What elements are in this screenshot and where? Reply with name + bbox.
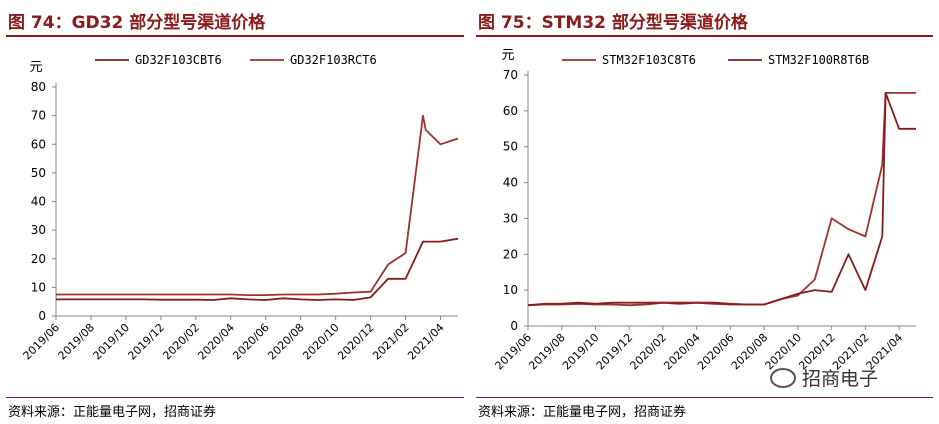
x-tick-label: 2020/02 bbox=[160, 321, 202, 363]
wechat-icon bbox=[770, 367, 796, 388]
source-note: 资料来源：正能量电子网，招商证券 bbox=[8, 405, 217, 420]
y-tick-label: 10 bbox=[503, 283, 518, 297]
x-tick-label: 2019/08 bbox=[56, 321, 98, 363]
legend-label: GD32F103RCT6 bbox=[290, 53, 377, 67]
y-tick-label: 60 bbox=[31, 137, 46, 151]
title-rule bbox=[476, 35, 933, 37]
gd32-price-chart: 元010203040506070802019/062019/082019/102… bbox=[21, 53, 459, 363]
legend-label: STM32F100R8T6B bbox=[768, 53, 869, 67]
y-tick-label: 0 bbox=[38, 309, 46, 323]
y-tick-label: 20 bbox=[31, 252, 46, 266]
y-tick-label: 70 bbox=[31, 109, 46, 123]
series-line-gd32f103cbt6 bbox=[56, 237, 459, 301]
x-tick-label: 2019/06 bbox=[21, 321, 63, 363]
x-tick-label: 2021/02 bbox=[370, 321, 412, 363]
chart-panel-stm32: 图 75：STM32 部分型号渠道价格 元 0 10 20 30 40 50 60 70 2019… bbox=[470, 0, 939, 424]
x-tick-label: 2021/04 bbox=[405, 321, 447, 363]
x-tick-label: 2020/02 bbox=[628, 331, 670, 373]
y-tick-label: 70 bbox=[503, 68, 518, 82]
y-tick-label: 50 bbox=[31, 166, 46, 180]
source-note: 资料来源：正能量电子网，招商证券 bbox=[478, 405, 687, 420]
series-line-stm32f100r8t6b bbox=[527, 92, 916, 307]
x-tick-label: 2020/04 bbox=[661, 331, 703, 373]
legend-label: GD32F103CBT6 bbox=[135, 53, 222, 67]
title-rule bbox=[6, 35, 464, 37]
x-tick-label: 2019/10 bbox=[560, 331, 602, 373]
y-tick-label: 10 bbox=[31, 280, 46, 294]
y-tick-label: 60 bbox=[503, 104, 518, 118]
footer-rule bbox=[476, 397, 933, 398]
y-tick-label: 20 bbox=[503, 247, 518, 261]
y-tick-label: 0 bbox=[510, 319, 518, 333]
x-tick-label: 2020/04 bbox=[195, 321, 237, 363]
y-tick-label: 40 bbox=[31, 195, 46, 209]
y-tick-label: 40 bbox=[503, 176, 518, 190]
x-tick-label: 2019/06 bbox=[493, 331, 535, 373]
watermark: 招商电子 bbox=[770, 364, 878, 391]
y-tick-label: 30 bbox=[31, 223, 46, 237]
y-tick-label: 30 bbox=[503, 211, 518, 225]
y-tick-label: 50 bbox=[503, 140, 518, 154]
x-tick-label: 2020/12 bbox=[335, 321, 377, 363]
chart-title: 图 75：STM32 部分型号渠道价格 bbox=[478, 13, 748, 33]
y-unit-label: 元 bbox=[501, 48, 514, 63]
legend-label: STM32F103C8T6 bbox=[602, 53, 696, 67]
chart-title: 图 74：GD32 部分型号渠道价格 bbox=[8, 13, 266, 33]
y-unit-label: 元 bbox=[29, 60, 42, 75]
chart-panel-gd32: 图 74：GD32 部分型号渠道价格 元 0 10 20 30 40 50 60 70 80 201… bbox=[6, 13, 464, 420]
series-line-gd32f103rct6 bbox=[56, 114, 459, 296]
x-tick-label: 2019/10 bbox=[91, 321, 133, 363]
x-tick-label: 2020/08 bbox=[729, 331, 771, 373]
x-tick-label: 2020/06 bbox=[230, 321, 272, 363]
x-tick-label: 2019/12 bbox=[594, 331, 636, 373]
stm32-price-chart: 元 0 10 20 30 40 50 60 70 2019/062019/082019/10201… bbox=[493, 48, 916, 373]
x-tick-label: 2020/08 bbox=[265, 321, 307, 363]
x-tick-label: 2020/06 bbox=[695, 331, 737, 373]
watermark-text: 招商电子 bbox=[802, 368, 879, 390]
x-tick-label: 2020/10 bbox=[300, 321, 342, 363]
y-tick-label: 80 bbox=[31, 80, 46, 94]
x-tick-label: 2019/08 bbox=[526, 331, 568, 373]
footer-rule bbox=[6, 397, 464, 398]
x-tick-label: 2019/12 bbox=[125, 321, 167, 363]
